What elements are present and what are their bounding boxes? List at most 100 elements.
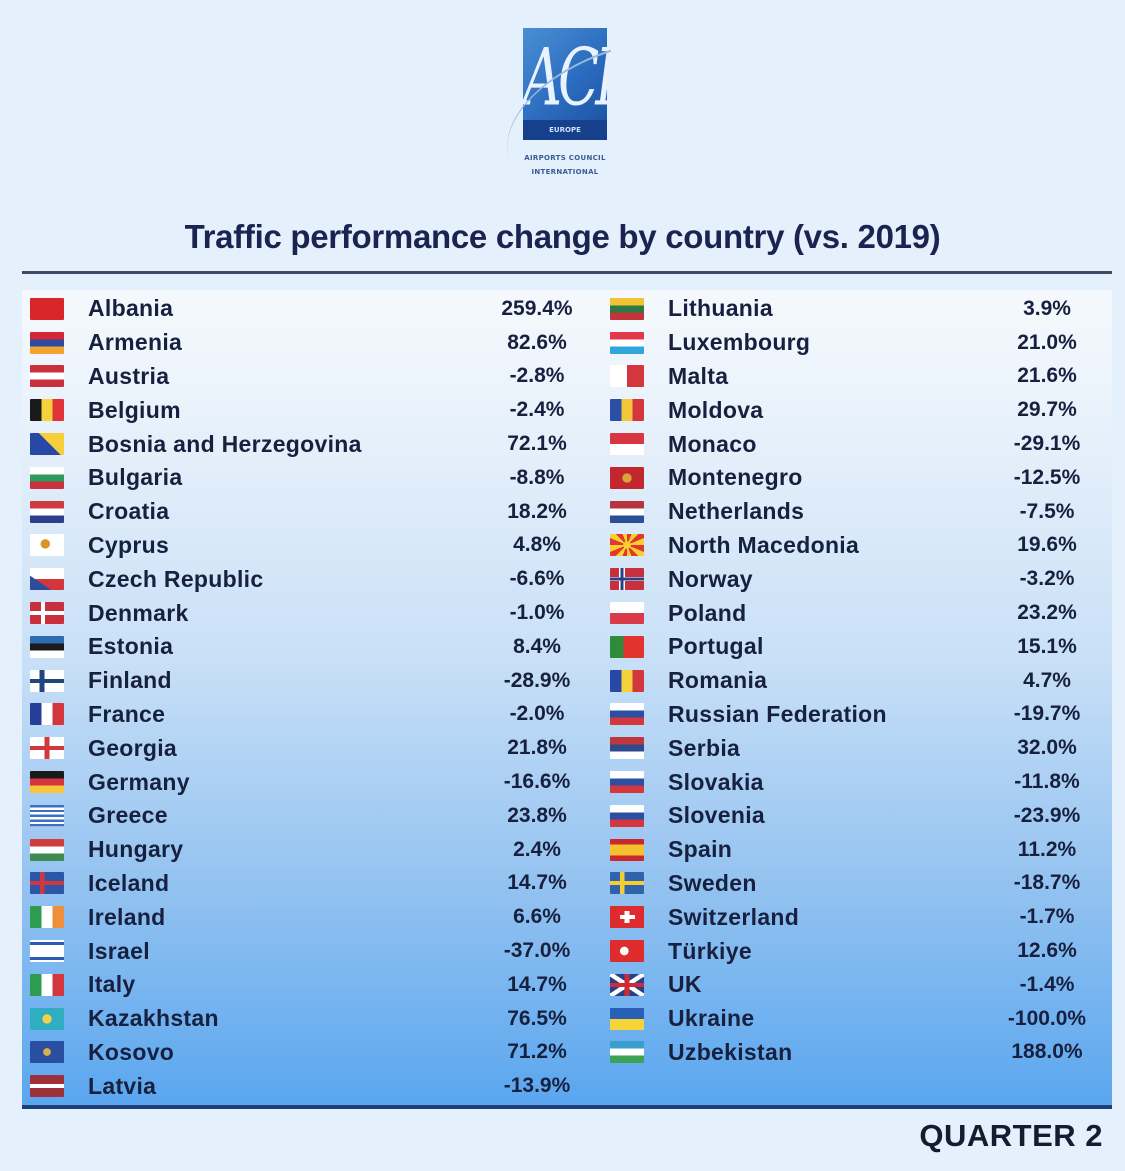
country-name: Czech Republic bbox=[88, 565, 264, 592]
flag-denmark-icon bbox=[30, 602, 64, 625]
country-name: Estonia bbox=[88, 633, 174, 660]
country-name: Bosnia and Herzegovina bbox=[88, 430, 362, 457]
country-name: Netherlands bbox=[668, 498, 805, 525]
flag-estonia-icon bbox=[30, 635, 64, 658]
table-row: Russian Federation -19.7% bbox=[610, 698, 1100, 732]
change-value: 21.6% bbox=[1017, 364, 1077, 388]
flag-germany-icon bbox=[30, 771, 64, 794]
change-value: 21.0% bbox=[1017, 330, 1077, 354]
logo-mark: ACI EUROPE bbox=[523, 28, 607, 140]
country-name: Denmark bbox=[88, 599, 189, 626]
change-value: -1.4% bbox=[1019, 972, 1075, 996]
flag-bosnia-icon bbox=[30, 433, 64, 456]
table-row: Bosnia and Herzegovina 72.1% bbox=[30, 427, 590, 461]
table-panel bbox=[22, 290, 1112, 1106]
country-name: Georgia bbox=[88, 734, 178, 761]
change-value: -18.7% bbox=[1013, 871, 1081, 895]
table-row: Switzerland -1.7% bbox=[610, 900, 1100, 934]
change-value: 3.9% bbox=[1023, 296, 1071, 320]
country-name: Norway bbox=[668, 565, 753, 592]
table-row: Slovenia -23.9% bbox=[610, 799, 1100, 833]
country-name: Poland bbox=[668, 599, 747, 626]
country-name: Germany bbox=[88, 768, 190, 795]
aci-europe-logo: ACI EUROPE AIRPORTS COUNCIL INTERNATIONA… bbox=[487, 28, 633, 188]
change-value: 4.7% bbox=[1023, 668, 1071, 692]
flag-slovenia-icon bbox=[610, 804, 644, 827]
change-value: -19.7% bbox=[1013, 702, 1081, 726]
change-value: -29.1% bbox=[1013, 432, 1081, 456]
flag-serbia-icon bbox=[610, 737, 644, 760]
table-row: Luxembourg 21.0% bbox=[610, 326, 1100, 360]
flag-albania-icon bbox=[30, 297, 64, 320]
change-value: 12.6% bbox=[1017, 939, 1077, 963]
table-row: Malta 21.6% bbox=[610, 360, 1100, 394]
table-row: Estonia 8.4% bbox=[30, 630, 590, 664]
change-value: 19.6% bbox=[1017, 533, 1077, 557]
country-name: Uzbekistan bbox=[668, 1038, 793, 1065]
table-row: Bulgaria -8.8% bbox=[30, 461, 590, 495]
table-row: Slovakia -11.8% bbox=[610, 765, 1100, 799]
table-row: Israel -37.0% bbox=[30, 934, 590, 968]
table-row: Italy 14.7% bbox=[30, 968, 590, 1002]
country-name: Portugal bbox=[668, 633, 764, 660]
country-name: Montenegro bbox=[668, 464, 803, 491]
country-name: Serbia bbox=[668, 734, 741, 761]
country-name: Belgium bbox=[88, 396, 181, 423]
flag-portugal-icon bbox=[610, 635, 644, 658]
change-value: 21.8% bbox=[507, 736, 567, 760]
flag-israel-icon bbox=[30, 940, 64, 963]
change-value: -11.8% bbox=[1014, 770, 1080, 794]
change-value: 18.2% bbox=[507, 499, 567, 523]
country-name: Monaco bbox=[668, 430, 757, 457]
flag-lithuania-icon bbox=[610, 297, 644, 320]
table-row: Hungary 2.4% bbox=[30, 833, 590, 867]
country-name: Greece bbox=[88, 802, 168, 829]
change-value: -2.4% bbox=[509, 398, 565, 422]
logo-region: EUROPE bbox=[523, 120, 607, 140]
flag-slovakia-icon bbox=[610, 771, 644, 794]
table-row: Ireland 6.6% bbox=[30, 900, 590, 934]
country-name: Romania bbox=[668, 667, 768, 694]
change-value: -28.9% bbox=[503, 668, 571, 692]
flag-iceland-icon bbox=[30, 872, 64, 895]
flag-montenegro-icon bbox=[610, 466, 644, 489]
country-name: Malta bbox=[668, 362, 729, 389]
flag-malta-icon bbox=[610, 365, 644, 388]
country-name: Switzerland bbox=[668, 903, 800, 930]
table-row: Lithuania 3.9% bbox=[610, 292, 1100, 326]
change-value: 29.7% bbox=[1017, 398, 1077, 422]
change-value: 14.7% bbox=[507, 871, 567, 895]
change-value: -6.6% bbox=[509, 567, 565, 591]
flag-georgia-icon bbox=[30, 737, 64, 760]
flag-kosovo-icon bbox=[30, 1041, 64, 1064]
change-value: -1.7% bbox=[1019, 905, 1075, 929]
table-row: North Macedonia 19.6% bbox=[610, 529, 1100, 563]
flag-armenia-icon bbox=[30, 331, 64, 354]
country-name: Lithuania bbox=[668, 295, 773, 322]
change-value: 76.5% bbox=[507, 1006, 567, 1030]
flag-norway-icon bbox=[610, 568, 644, 591]
flag-uzbekistan-icon bbox=[610, 1041, 644, 1064]
country-name: Bulgaria bbox=[88, 464, 183, 491]
logo-letters: ACI bbox=[523, 32, 607, 124]
country-name: Slovakia bbox=[668, 768, 764, 795]
flag-croatia-icon bbox=[30, 500, 64, 523]
country-name: Kosovo bbox=[88, 1038, 175, 1065]
table-row: Croatia 18.2% bbox=[30, 495, 590, 529]
country-name: Austria bbox=[88, 362, 170, 389]
country-name: Türkiye bbox=[668, 937, 752, 964]
country-name: Luxembourg bbox=[668, 329, 811, 356]
table-row: Montenegro -12.5% bbox=[610, 461, 1100, 495]
change-value: 15.1% bbox=[1017, 634, 1077, 658]
country-column-left: Albania 259.4% Armenia 82.6% Austria -2.8% Bel… bbox=[30, 292, 590, 1103]
change-value: -8.8% bbox=[509, 465, 565, 489]
flag-netherlands-icon bbox=[610, 500, 644, 523]
flag-hungary-icon bbox=[30, 838, 64, 861]
flag-sweden-icon bbox=[610, 872, 644, 895]
table-row: Monaco -29.1% bbox=[610, 427, 1100, 461]
change-value: -2.8% bbox=[509, 364, 565, 388]
table-row: Denmark -1.0% bbox=[30, 596, 590, 630]
title-divider bbox=[22, 271, 1112, 274]
country-name: Iceland bbox=[88, 869, 170, 896]
flag-spain-icon bbox=[610, 838, 644, 861]
